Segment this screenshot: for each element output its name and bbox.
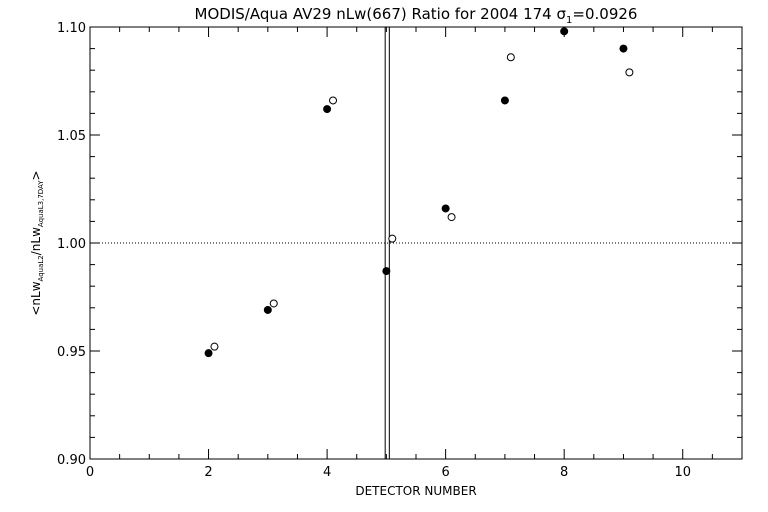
y-axis-label: <nLwAquaL2/nLwAquaL3,7DAY> (29, 170, 45, 315)
x-tick-label: 8 (560, 465, 568, 480)
filled-marker (382, 267, 391, 276)
vertical-lines (384, 27, 390, 459)
y-tick-label: 1.00 (57, 237, 86, 252)
filled-marker (263, 305, 272, 314)
open-marker (210, 342, 219, 351)
open-marker (388, 234, 397, 243)
filled-marker (323, 105, 332, 114)
open-marker (506, 53, 515, 62)
filled-marker (500, 96, 509, 105)
x-tick-label: 4 (323, 465, 331, 480)
x-tick-label: 2 (204, 465, 212, 480)
open-marker (567, 0, 574, 2)
x-tick-label: 10 (674, 465, 691, 480)
y-tick-label: 0.95 (57, 345, 86, 360)
open-marker (329, 96, 338, 105)
chart-title: MODIS/Aqua AV29 nLw(667) Ratio for 2004 … (195, 5, 638, 26)
x-tick-label: 6 (441, 465, 449, 480)
x-tick-label: 0 (86, 465, 94, 480)
open-marker (269, 299, 278, 308)
y-tick-label: 0.90 (57, 453, 86, 468)
data-markers (204, 0, 634, 358)
y-tick-label: 1.10 (57, 21, 86, 36)
filled-marker (441, 204, 450, 213)
y-tick-label: 1.05 (57, 129, 86, 144)
open-marker (447, 213, 456, 222)
filled-marker (619, 44, 628, 53)
plot-frame (89, 26, 743, 460)
open-marker (625, 68, 634, 77)
x-axis-label: DETECTOR NUMBER (355, 484, 476, 498)
filled-marker (560, 27, 569, 36)
filled-marker (204, 349, 213, 358)
axis-ticks (89, 26, 743, 460)
tick-labels: 0 2 4 6 8 10 0.90 0.95 1.00 1.05 1.10 (57, 21, 691, 480)
